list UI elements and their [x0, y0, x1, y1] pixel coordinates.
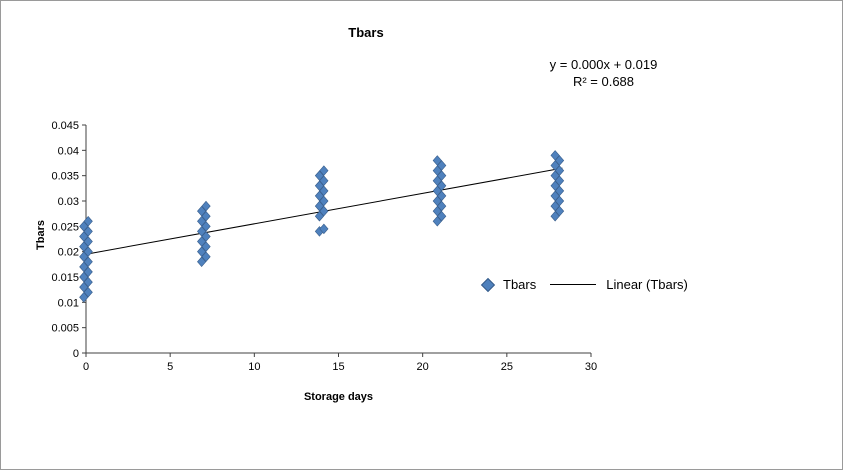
svg-text:0.04: 0.04	[58, 145, 79, 157]
chart-title: Tbars	[348, 25, 384, 40]
svg-text:0.01: 0.01	[58, 297, 79, 309]
svg-text:15: 15	[332, 361, 344, 373]
svg-text:0.015: 0.015	[51, 272, 79, 284]
legend-label-linear: Linear (Tbars)	[606, 277, 688, 292]
svg-text:25: 25	[501, 361, 513, 373]
svg-text:30: 30	[585, 361, 597, 373]
x-axis-title: Storage days	[303, 391, 374, 403]
svg-text:0: 0	[83, 361, 89, 373]
svg-text:0: 0	[73, 348, 79, 360]
r-squared-value: R² = 0.688	[572, 74, 635, 89]
svg-text:0.03: 0.03	[58, 196, 79, 208]
legend-label-tbars: Tbars	[503, 277, 537, 292]
svg-text:0.005: 0.005	[51, 323, 79, 335]
svg-text:5: 5	[167, 361, 173, 373]
y-axis-title: Tbars	[35, 220, 47, 250]
svg-text:10: 10	[248, 361, 260, 373]
trendline-swatch-icon	[550, 284, 597, 285]
svg-text:20: 20	[417, 361, 429, 373]
legend-item-linear: Linear (Tbars)	[550, 277, 688, 292]
diamond-marker-icon	[480, 277, 496, 292]
legend-item-tbars: Tbars	[480, 277, 537, 292]
svg-text:0.02: 0.02	[58, 247, 79, 259]
legend: Tbars Linear (Tbars)	[480, 277, 688, 292]
svg-text:0.025: 0.025	[51, 221, 79, 233]
trendline-annotation: y = 0.000x + 0.019 R² = 0.688	[521, 56, 686, 90]
trendline-equation: y = 0.000x + 0.019	[549, 57, 658, 72]
svg-text:0.035: 0.035	[51, 171, 79, 183]
svg-text:0.045: 0.045	[51, 120, 79, 132]
